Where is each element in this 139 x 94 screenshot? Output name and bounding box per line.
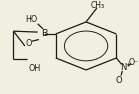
Text: +: + <box>126 62 131 67</box>
Text: O: O <box>115 76 122 85</box>
Text: O⁻: O⁻ <box>129 58 139 67</box>
Text: CH₃: CH₃ <box>90 1 105 10</box>
Text: HO: HO <box>25 15 37 24</box>
Text: OH: OH <box>28 64 40 73</box>
Text: B: B <box>41 29 48 38</box>
Text: N: N <box>121 63 127 72</box>
Text: O: O <box>25 39 31 48</box>
